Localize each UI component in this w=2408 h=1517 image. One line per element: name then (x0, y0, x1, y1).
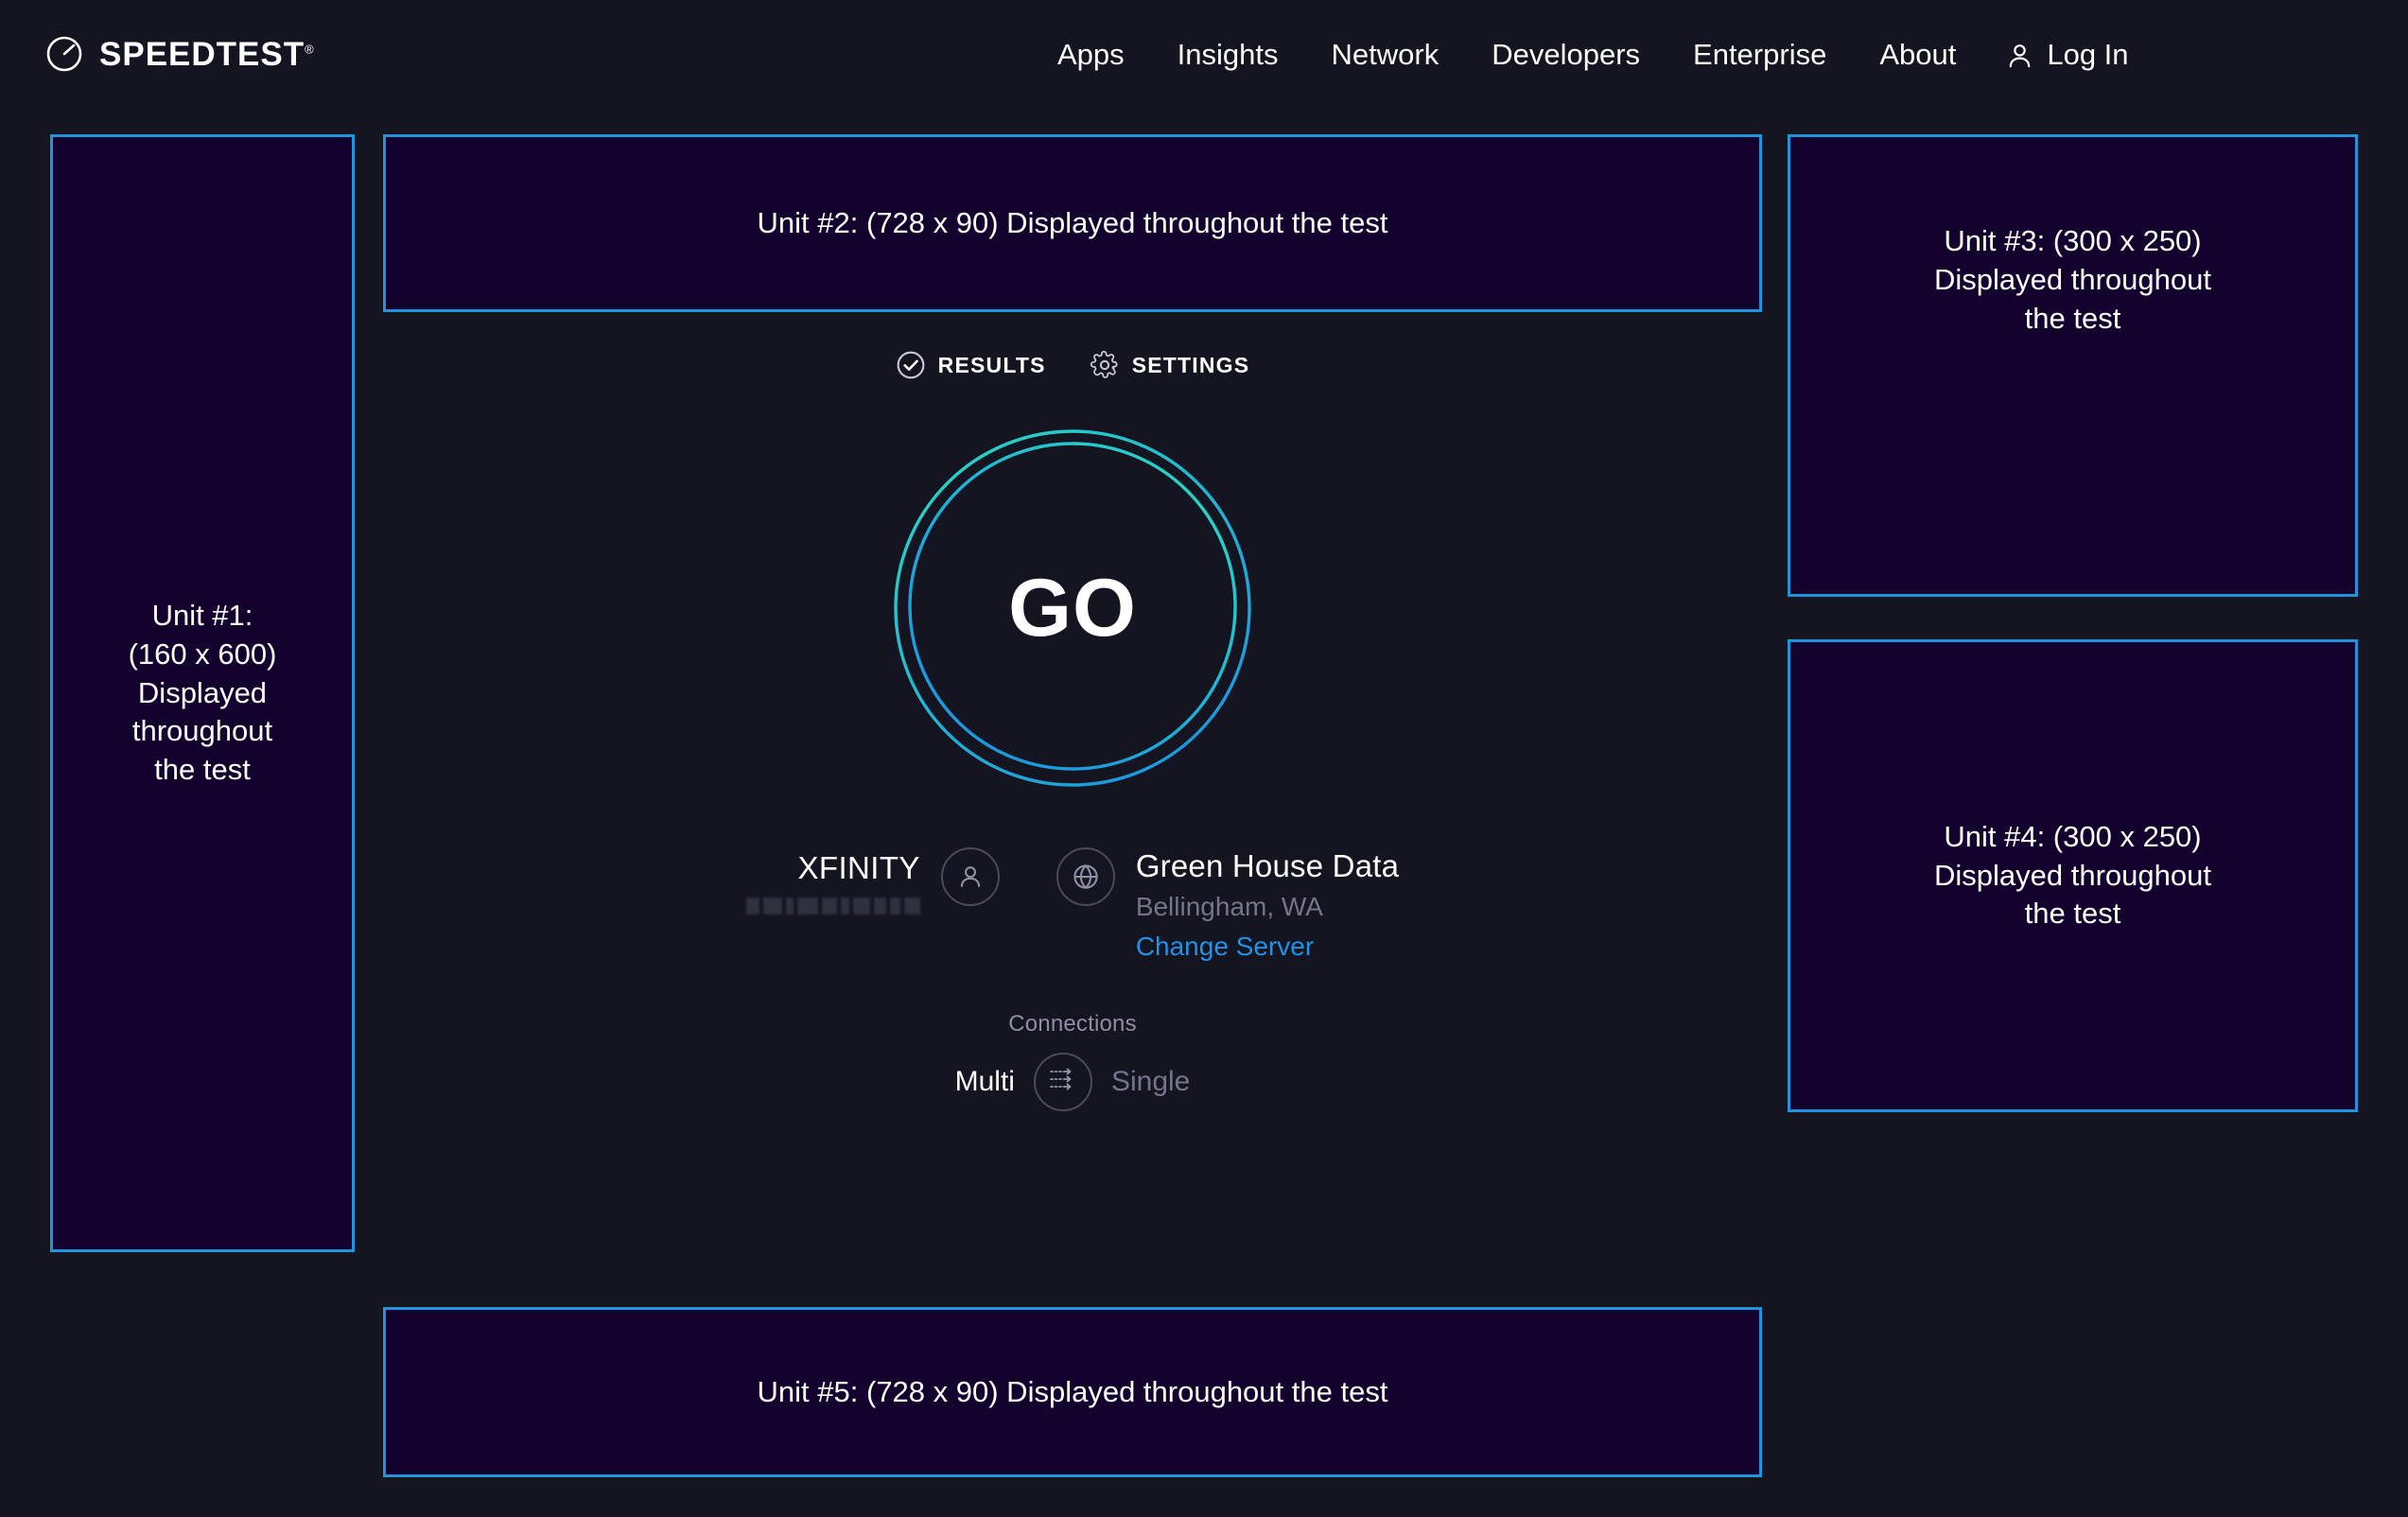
go-button-wrap: GO (383, 424, 1762, 793)
isp-ip-redacted (745, 894, 920, 918)
isp-icon-button[interactable] (940, 847, 1000, 906)
connections-title: Connections (1008, 1010, 1137, 1037)
nav-link-insights[interactable]: Insights (1177, 38, 1279, 71)
results-button[interactable]: RESULTS (896, 350, 1046, 380)
connections-option-single[interactable]: Single (1110, 1065, 1191, 1097)
user-circle-icon (954, 861, 986, 893)
connections-section: Connections Multi Single (383, 1011, 1762, 1111)
ad-unit-5-text: Unit #5: (728 x 90) Displayed throughout… (757, 1374, 1388, 1408)
change-server-link[interactable]: Change Server (1135, 932, 1315, 962)
user-icon (2005, 41, 2034, 70)
server-location: Bellingham, WA (1135, 891, 1323, 921)
speedometer-icon (45, 35, 83, 73)
connections-toggle-knob[interactable] (1033, 1052, 1092, 1111)
ad-unit-1-text: Unit #1: (160 x 600) Displayed throughou… (128, 598, 277, 787)
connections-toggle: Multi Single (954, 1052, 1191, 1111)
gear-icon (1090, 350, 1120, 380)
server-text: Green House Data Bellingham, WA Change S… (1136, 847, 1399, 962)
nav-link-enterprise[interactable]: Enterprise (1693, 38, 1827, 71)
ad-unit-2[interactable]: Unit #2: (728 x 90) Displayed throughout… (383, 134, 1762, 312)
settings-button[interactable]: SETTINGS (1090, 350, 1250, 380)
ad-unit-1[interactable]: Unit #1: (160 x 600) Displayed throughou… (50, 134, 355, 1252)
go-button-rings (894, 429, 1251, 787)
main-navigation: Apps Insights Network Developers Enterpr… (1031, 34, 2129, 76)
ad-unit-3-text: Unit #3: (300 x 250) Displayed throughou… (1934, 224, 2211, 335)
login-button[interactable]: Log In (2005, 38, 2129, 72)
nav-link-about[interactable]: About (1879, 38, 1957, 71)
brand-logo[interactable]: SPEEDTEST® (45, 35, 314, 73)
server-block: Green House Data Bellingham, WA Change S… (1056, 847, 1399, 962)
server-name: Green House Data (1135, 848, 1400, 883)
brand-name: SPEEDTEST® (99, 35, 314, 73)
isp-block: XFINITY (745, 847, 1056, 918)
server-icon-button[interactable] (1056, 847, 1115, 906)
check-circle-icon (896, 350, 926, 380)
nav-link-apps[interactable]: Apps (1057, 38, 1125, 71)
ad-unit-5[interactable]: Unit #5: (728 x 90) Displayed throughout… (383, 1307, 1762, 1477)
ad-unit-2-text: Unit #2: (728 x 90) Displayed throughout… (757, 205, 1388, 239)
tool-row: RESULTS SETTINGS (383, 350, 1762, 380)
nav-link-network[interactable]: Network (1331, 38, 1440, 71)
results-label: RESULTS (937, 352, 1046, 377)
ad-unit-4[interactable]: Unit #4: (300 x 250) Displayed throughou… (1788, 639, 2358, 1112)
speedtest-main: RESULTS SETTINGS (383, 312, 1762, 1111)
go-button[interactable]: GO (888, 424, 1257, 793)
nav-link-developers[interactable]: Developers (1492, 38, 1641, 71)
login-label: Log In (2047, 38, 2129, 71)
isp-text: XFINITY (745, 847, 920, 918)
settings-label: SETTINGS (1131, 352, 1250, 377)
globe-icon (1070, 861, 1102, 893)
ad-unit-3[interactable]: Unit #3: (300 x 250) Displayed throughou… (1788, 134, 2358, 597)
brand-trademark: ® (305, 41, 314, 56)
site-header: SPEEDTEST® Apps Insights Network Develop… (0, 0, 2408, 112)
multi-arrows-icon (1046, 1065, 1080, 1098)
connection-info-row: XFINITY (383, 847, 1762, 962)
ad-unit-4-text: Unit #4: (300 x 250) Displayed throughou… (1934, 819, 2211, 931)
connections-option-multi[interactable]: Multi (954, 1065, 1015, 1097)
isp-name: XFINITY (797, 850, 920, 885)
